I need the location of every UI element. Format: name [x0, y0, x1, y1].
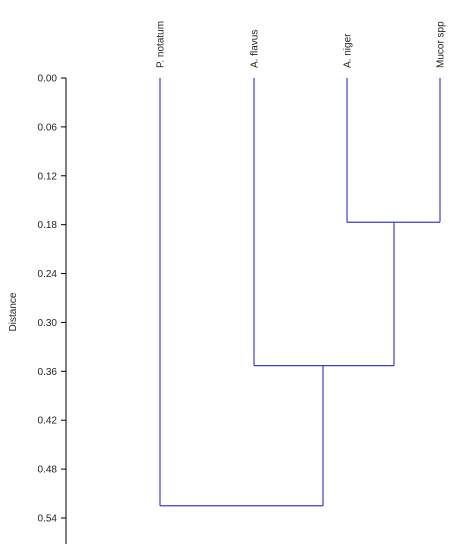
leaf-label: A. flavus: [250, 30, 261, 68]
y-tick-label: 0.48: [38, 465, 58, 476]
y-tick-label: 0.00: [38, 74, 58, 85]
y-axis-ticks: 0.00 0.06 0.12 0.18 0.24 0.30 0.36 0.42 0.48 0.54: [38, 74, 66, 524]
y-tick-label: 0.24: [38, 269, 58, 280]
y-tick-label: 0.54: [38, 513, 58, 524]
leaf-labels: P. notatum A. flavus A. niger Mucor spp: [156, 21, 447, 68]
y-tick-label: 0.18: [38, 220, 58, 231]
leaf-label: P. notatum: [156, 21, 167, 68]
y-tick-label: 0.30: [38, 318, 58, 329]
leaf-label: Mucor spp: [436, 21, 447, 68]
y-axis-title: Distance: [8, 292, 19, 331]
y-tick-label: 0.06: [38, 122, 58, 133]
y-tick-label: 0.36: [38, 367, 58, 378]
y-tick-label: 0.42: [38, 416, 58, 427]
leaf-label: A. niger: [343, 33, 354, 68]
y-tick-label: 0.12: [38, 171, 58, 182]
dendrogram-branches: [159, 78, 441, 507]
